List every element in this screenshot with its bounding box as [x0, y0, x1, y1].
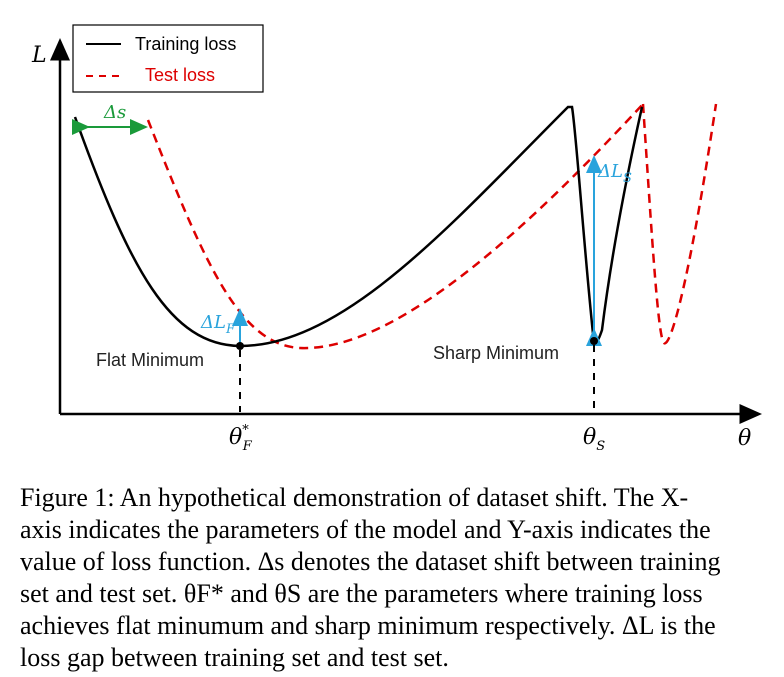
- legend-test-label: Test loss: [145, 65, 215, 85]
- caption-line: Figure 1: An hypothetical demonstration …: [20, 483, 689, 512]
- legend: Training loss Test loss: [72, 24, 264, 93]
- caption-line: value of loss function. Δs denotes the d…: [20, 547, 721, 576]
- caption-line: axis indicates the parameters of the mod…: [20, 515, 711, 544]
- legend-train-label: Training loss: [135, 34, 236, 54]
- test-loss-curve: [146, 103, 718, 350]
- caption-line: set and test set. θF* and θS are the par…: [20, 579, 703, 608]
- caption-line: loss gap between training set and test s…: [20, 643, 449, 672]
- x-axis-label: θ: [738, 426, 751, 451]
- flat-minimum-point: [236, 342, 244, 350]
- theta-s-label: θS: [583, 425, 605, 454]
- caption-line: achieves flat minumum and sharp minimum …: [20, 611, 716, 640]
- sharp-gap-label: ΔLS: [597, 161, 632, 186]
- theta-f-label: θ* F: [229, 423, 253, 454]
- sharp-minimum-point: [590, 337, 598, 345]
- sharp-minimum-label: Sharp Minimum: [433, 343, 559, 363]
- flat-gap-label: ΔLF: [200, 312, 236, 337]
- training-loss-curve: [73, 105, 644, 348]
- flat-minimum-label: Flat Minimum: [96, 350, 204, 370]
- loss-landscape-diagram: L θ Training loss Test loss Δs ΔLF Flat …: [31, 24, 762, 454]
- shift-label: Δs: [103, 102, 126, 123]
- figure-caption: Figure 1: An hypothetical demonstration …: [20, 482, 768, 674]
- y-axis-label: L: [31, 43, 47, 68]
